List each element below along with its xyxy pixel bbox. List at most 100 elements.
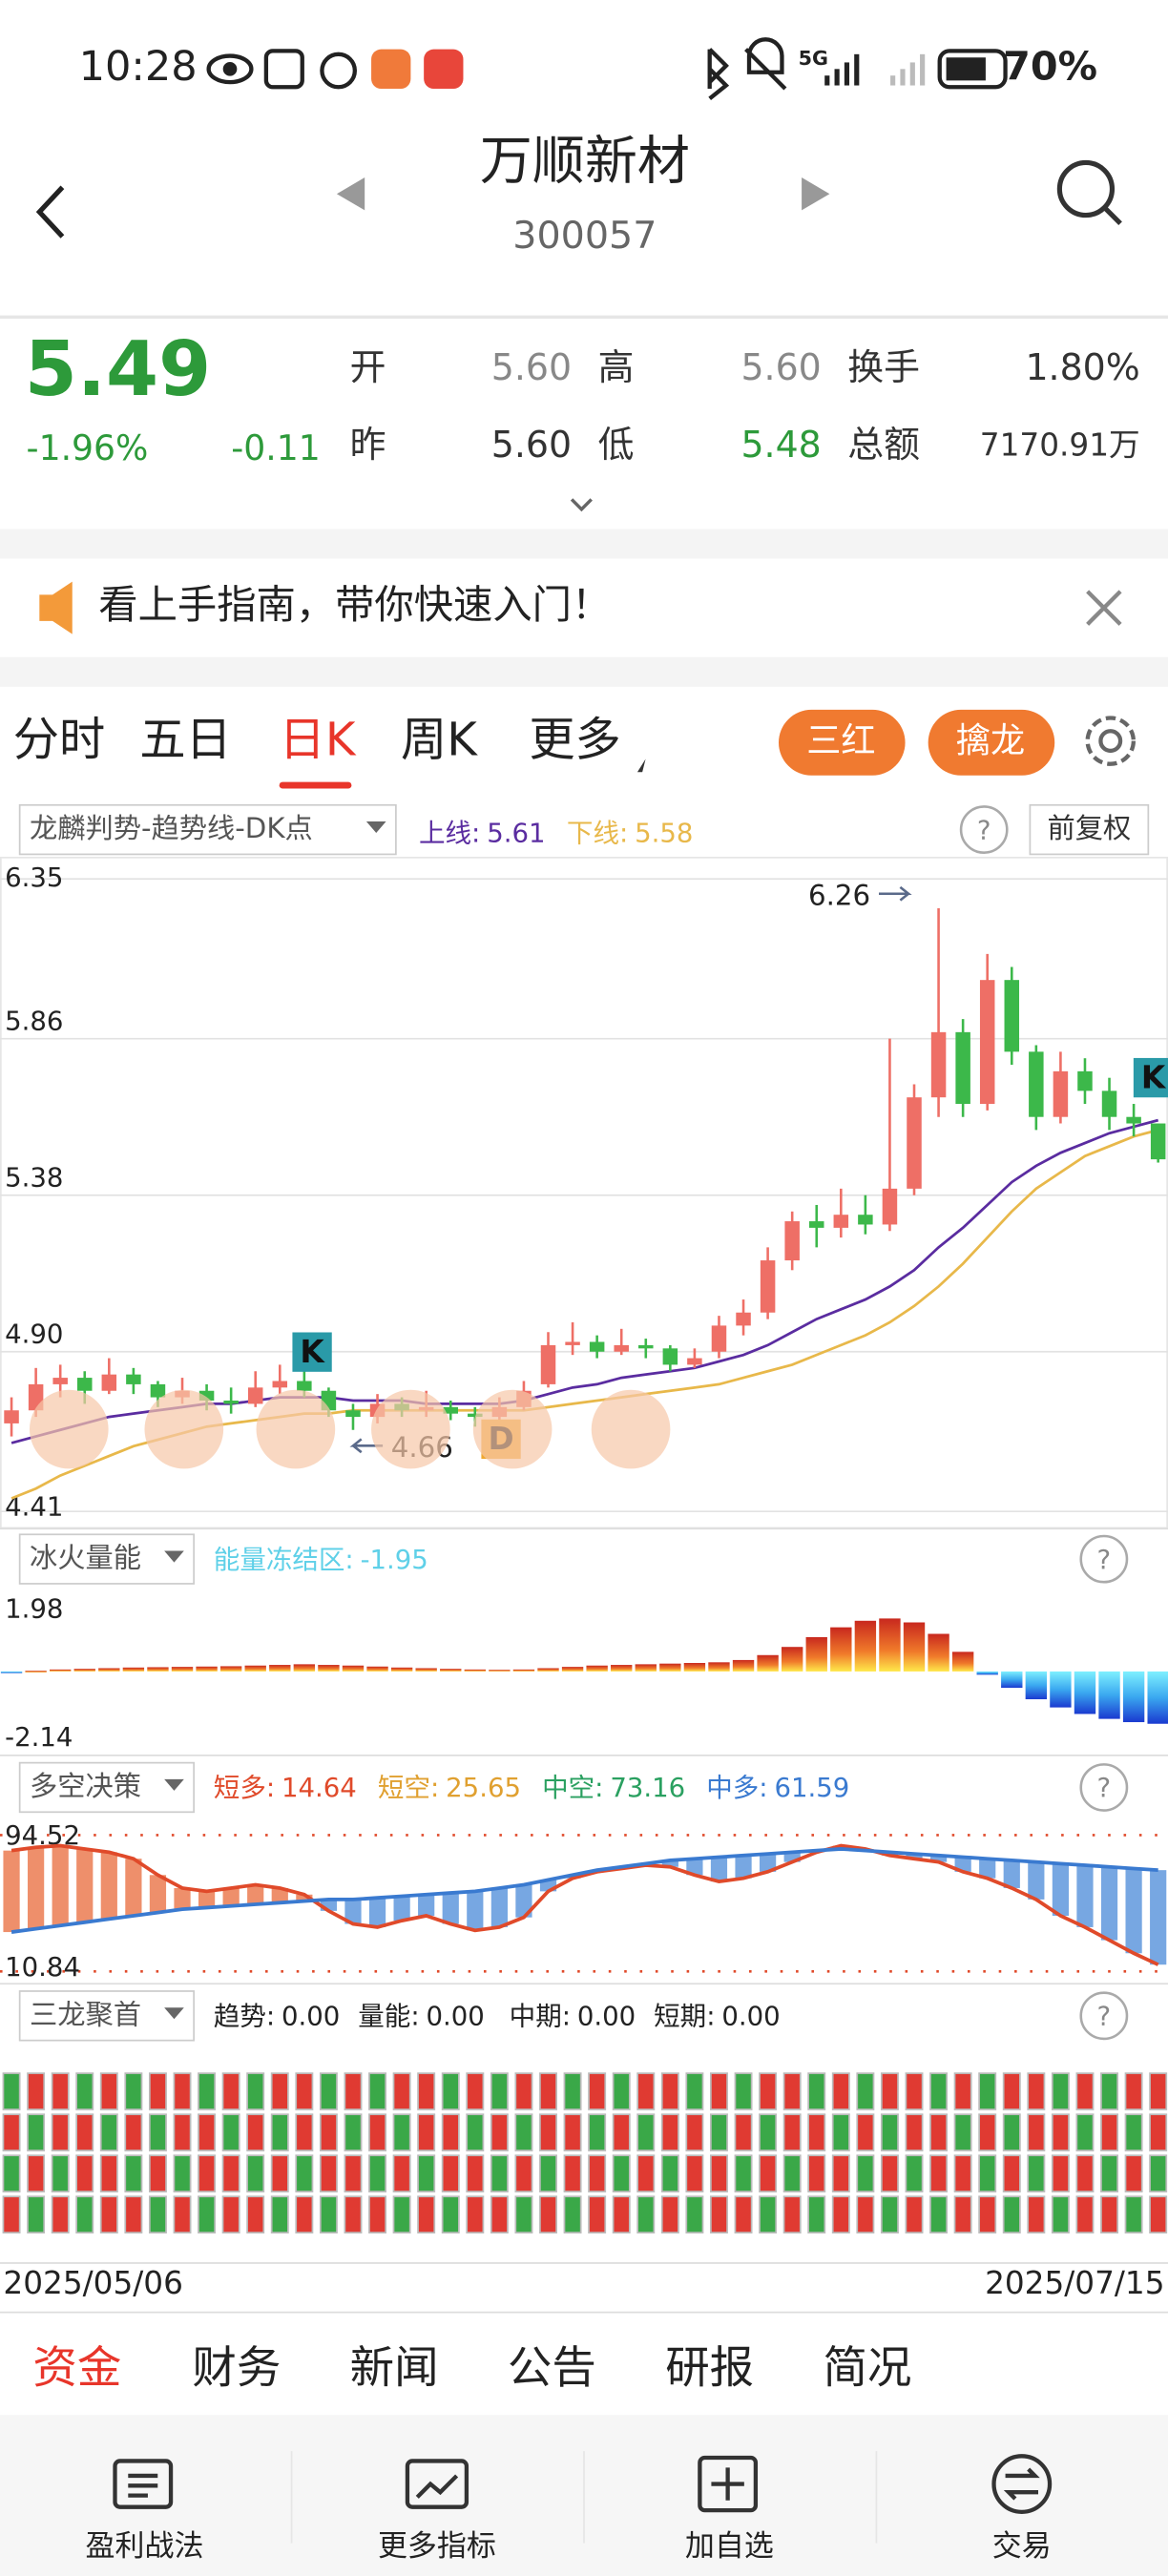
tab[interactable]: 周K — [401, 713, 478, 766]
indicator-name[interactable]: 多空决策 — [30, 1770, 141, 1802]
search-button[interactable] — [1056, 159, 1122, 226]
close-banner[interactable] — [1086, 590, 1122, 626]
cell — [490, 2195, 509, 2233]
back-button[interactable] — [35, 185, 65, 239]
tab[interactable]: 更多 — [529, 713, 620, 766]
bar — [73, 1669, 95, 1672]
adjust-button[interactable] — [1029, 803, 1150, 856]
nav-label[interactable]: 加自选 — [685, 2529, 774, 2564]
bar — [198, 1891, 216, 1908]
indicator-name[interactable]: 冰火量能 — [30, 1542, 141, 1574]
overlay-button[interactable] — [29, 1389, 109, 1469]
cell — [636, 2195, 656, 2233]
bottom-tab[interactable]: 研报 — [665, 2341, 754, 2393]
candle-body — [4, 1410, 19, 1423]
bar — [247, 1884, 264, 1905]
marker — [1133, 1057, 1168, 1098]
indicator-select[interactable] — [18, 1761, 195, 1814]
indicator-name[interactable]: 龙麟判势-趋势线-DK点 — [30, 812, 313, 844]
overlay-button[interactable] — [256, 1389, 336, 1469]
help-icon[interactable]: ? — [977, 815, 991, 845]
bottom-tab[interactable]: 简况 — [823, 2341, 911, 2393]
cell — [1051, 2113, 1070, 2151]
legend-name: 短空: — [378, 1773, 439, 1803]
divider — [0, 2262, 1168, 2264]
button-label[interactable]: 三红 — [806, 719, 875, 760]
help[interactable] — [1079, 1991, 1129, 2041]
value: 5.60 — [740, 346, 821, 388]
bottom-tab[interactable]: 公告 — [508, 2341, 596, 2393]
indicator-select[interactable] — [18, 1990, 195, 2042]
value: 5.48 — [740, 424, 821, 466]
label: 低 — [598, 424, 635, 466]
help-icon[interactable]: ? — [1097, 2002, 1112, 2032]
help[interactable] — [959, 805, 1009, 854]
cell — [856, 2154, 875, 2192]
bottom-tab[interactable]: 资金 — [32, 2341, 121, 2393]
duokong-chart: 短多: 14.64 短空: 25.65 中空: 73.16 中多: 61.5910.8494.… — [0, 1773, 1168, 1983]
cell — [539, 2195, 557, 2233]
cell — [27, 2154, 46, 2192]
cell — [124, 2072, 143, 2110]
bar — [296, 1894, 313, 1901]
nav-label[interactable]: 盈利战法 — [86, 2529, 204, 2564]
cell — [734, 2072, 753, 2110]
candle-body — [662, 1348, 678, 1365]
signal — [890, 53, 926, 86]
y-tick-label: 6.35 — [5, 862, 63, 893]
help[interactable] — [1079, 1763, 1129, 1812]
bar — [515, 1884, 532, 1918]
cell — [246, 2195, 265, 2233]
bar — [52, 1845, 69, 1926]
next-stock[interactable] — [802, 177, 830, 211]
bar — [735, 1855, 752, 1879]
indicator-select[interactable] — [18, 1533, 195, 1585]
item-name: 量能: — [358, 2002, 419, 2032]
button[interactable] — [779, 709, 906, 776]
bottom-tab[interactable]: 新闻 — [350, 2341, 439, 2393]
nav-label[interactable]: 交易 — [992, 2529, 1052, 2564]
expand[interactable] — [570, 498, 593, 512]
cell — [319, 2154, 338, 2192]
nav-label[interactable]: 更多指标 — [378, 2529, 496, 2564]
bottom-tab[interactable]: 财务 — [192, 2341, 281, 2393]
indicator-select[interactable] — [18, 803, 397, 856]
cell — [2, 2154, 21, 2192]
candle-body — [345, 1410, 361, 1418]
bar — [174, 1887, 191, 1910]
legend-value: 61.59 — [774, 1773, 849, 1803]
candle-body — [930, 1031, 947, 1098]
bar — [561, 1667, 584, 1672]
indicator-name[interactable]: 三龙聚首 — [30, 1998, 141, 2030]
cell — [978, 2113, 997, 2151]
button-label[interactable]: 擒龙 — [956, 719, 1025, 760]
candle-body — [979, 980, 995, 1105]
overlay-button[interactable] — [472, 1389, 553, 1469]
prev-stock[interactable] — [336, 177, 365, 211]
cell — [710, 2113, 728, 2151]
bar — [686, 1859, 703, 1876]
adjust-label[interactable]: 前复权 — [1047, 812, 1131, 844]
cell — [173, 2195, 192, 2233]
tab[interactable]: 分时 — [13, 713, 105, 766]
network: 5G — [799, 47, 828, 70]
bar — [222, 1887, 240, 1906]
tab[interactable]: 日K — [280, 713, 357, 766]
bar — [1076, 1865, 1094, 1927]
help[interactable] — [1079, 1534, 1129, 1584]
bar — [244, 1665, 266, 1672]
overlay-button[interactable] — [591, 1389, 671, 1469]
candle-body — [833, 1215, 849, 1228]
cell — [75, 2113, 94, 2151]
bar — [464, 1669, 487, 1672]
cell — [685, 2154, 704, 2192]
legend-value: 73.16 — [610, 1773, 685, 1803]
bar — [171, 1667, 194, 1672]
button[interactable] — [928, 709, 1055, 776]
tab[interactable]: 五日 — [139, 713, 231, 766]
help-icon[interactable]: ? — [1097, 1545, 1112, 1575]
overlay-button[interactable] — [144, 1389, 224, 1469]
bar — [979, 1859, 996, 1879]
overlay-button[interactable] — [371, 1389, 450, 1469]
help-icon[interactable]: ? — [1097, 1773, 1112, 1803]
